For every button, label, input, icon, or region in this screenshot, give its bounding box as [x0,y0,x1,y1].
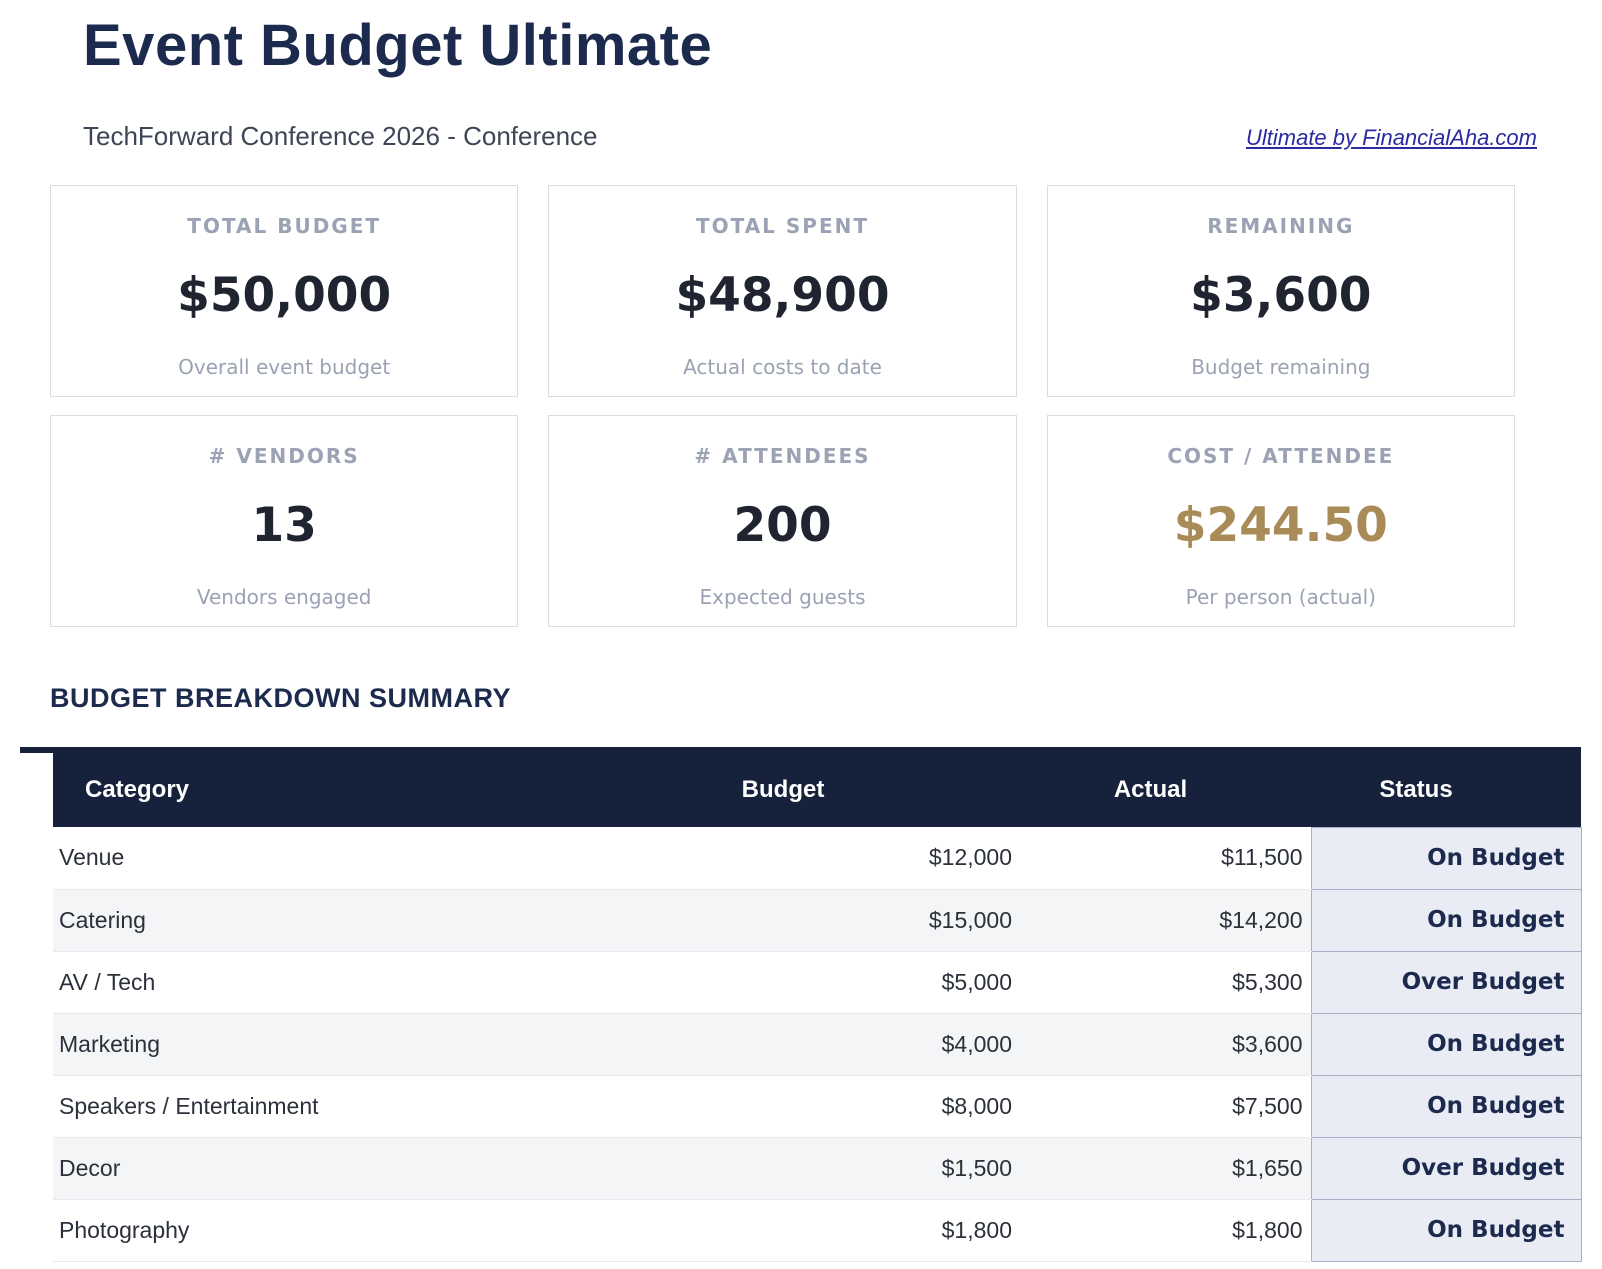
stat-value: 13 [251,498,317,553]
stat-card-attendees: # ATTENDEES 200 Expected guests [548,415,1017,627]
subtitle-row: TechForward Conference 2026 - Conference… [83,121,1537,152]
stat-label: TOTAL SPENT [695,214,869,238]
budget-cell: $1,800 [536,1199,1030,1262]
event-budget-page: Event Budget Ultimate TechForward Confer… [0,12,1602,1269]
category-cell: Venue [53,827,536,890]
stat-label: # ATTENDEES [694,444,871,468]
page-title: Event Budget Ultimate [83,13,713,78]
event-subtitle: TechForward Conference 2026 - Conference [83,121,598,151]
table-row: Decor $1,500 $1,650 Over Budget [53,1136,1582,1200]
stat-value: $244.50 [1173,498,1388,553]
stat-value: 200 [733,498,832,553]
section-heading: BUDGET BREAKDOWN SUMMARY [50,683,511,713]
budget-table-container: Category Budget Actual Status Venue $12,0… [20,747,1582,1262]
actual-cell: $7,500 [1030,1075,1311,1138]
actual-cell: $11,500 [1030,827,1311,890]
header-category: Category [53,753,536,827]
budget-cell: $1,500 [536,1137,1030,1200]
table-body: Venue $12,000 $11,500 On Budget Catering $15,… [53,826,1582,1262]
header-status: Status [1311,753,1581,827]
status-cell[interactable]: On Budget [1310,826,1582,890]
stat-cards: TOTAL BUDGET $50,000 Overall event budge… [50,185,1515,627]
table-row: Venue $12,000 $11,500 On Budget [53,826,1582,890]
category-cell: Marketing [53,1013,536,1076]
stat-card-vendors: # VENDORS 13 Vendors engaged [50,415,519,627]
budget-cell: $12,000 [536,827,1030,890]
stat-value: $3,600 [1190,268,1372,323]
brand-link[interactable]: Ultimate by FinancialAha.com [1245,125,1537,150]
stat-label: # VENDORS [208,444,360,468]
status-cell[interactable]: Over Budget [1310,950,1582,1014]
stat-subtext: Overall event budget [178,355,391,379]
stat-label: TOTAL BUDGET [187,214,382,238]
stat-subtext: Vendors engaged [196,585,372,609]
category-cell: Speakers / Entertainment [53,1075,536,1138]
stat-value: $50,000 [177,268,392,323]
status-cell[interactable]: Over Budget [1310,1136,1582,1200]
category-cell: AV / Tech [53,951,536,1014]
actual-cell: $1,800 [1030,1199,1311,1262]
stat-card-cost-per-attendee: COST / ATTENDEE $244.50 Per person (actu… [1046,415,1515,627]
table-row: AV / Tech $5,000 $5,300 Over Budget [53,950,1582,1014]
budget-cell: $15,000 [536,889,1030,952]
table-row: Speakers / Entertainment $8,000 $7,500 On B… [53,1074,1582,1138]
budget-breakdown-table: Category Budget Actual Status Venue $12,0… [53,753,1582,1262]
stat-subtext: Budget remaining [1191,355,1371,379]
header-actual: Actual [1030,753,1311,827]
actual-cell: $3,600 [1030,1013,1311,1076]
budget-cell: $8,000 [536,1075,1030,1138]
category-cell: Decor [53,1137,536,1200]
stat-subtext: Actual costs to date [683,355,882,379]
status-cell[interactable]: On Budget [1310,888,1582,952]
table-row: Marketing $4,000 $3,600 On Budget [53,1012,1582,1076]
stat-card-total-budget: TOTAL BUDGET $50,000 Overall event budge… [50,185,519,397]
stat-card-remaining: REMAINING $3,600 Budget remaining [1046,185,1515,397]
stat-label: REMAINING [1207,214,1355,238]
table-header: Category Budget Actual Status [53,753,1581,827]
table-row: Catering $15,000 $14,200 On Budget [53,888,1582,952]
status-cell[interactable]: On Budget [1310,1012,1582,1076]
table-row: Photography $1,800 $1,800 On Budget [53,1198,1582,1262]
header-budget: Budget [536,753,1030,827]
actual-cell: $14,200 [1030,889,1311,952]
stat-subtext: Expected guests [699,585,866,609]
budget-cell: $4,000 [536,1013,1030,1076]
stat-value: $48,900 [675,268,890,323]
budget-cell: $5,000 [536,951,1030,1014]
category-cell: Catering [53,889,536,952]
actual-cell: $1,650 [1030,1137,1311,1200]
actual-cell: $5,300 [1030,951,1311,1014]
category-cell: Photography [53,1199,536,1262]
stat-label: COST / ATTENDEE [1167,444,1395,468]
status-cell[interactable]: On Budget [1310,1198,1582,1262]
stat-subtext: Per person (actual) [1185,585,1376,609]
stat-card-total-spent: TOTAL SPENT $48,900 Actual costs to date [548,185,1017,397]
status-cell[interactable]: On Budget [1310,1074,1582,1138]
